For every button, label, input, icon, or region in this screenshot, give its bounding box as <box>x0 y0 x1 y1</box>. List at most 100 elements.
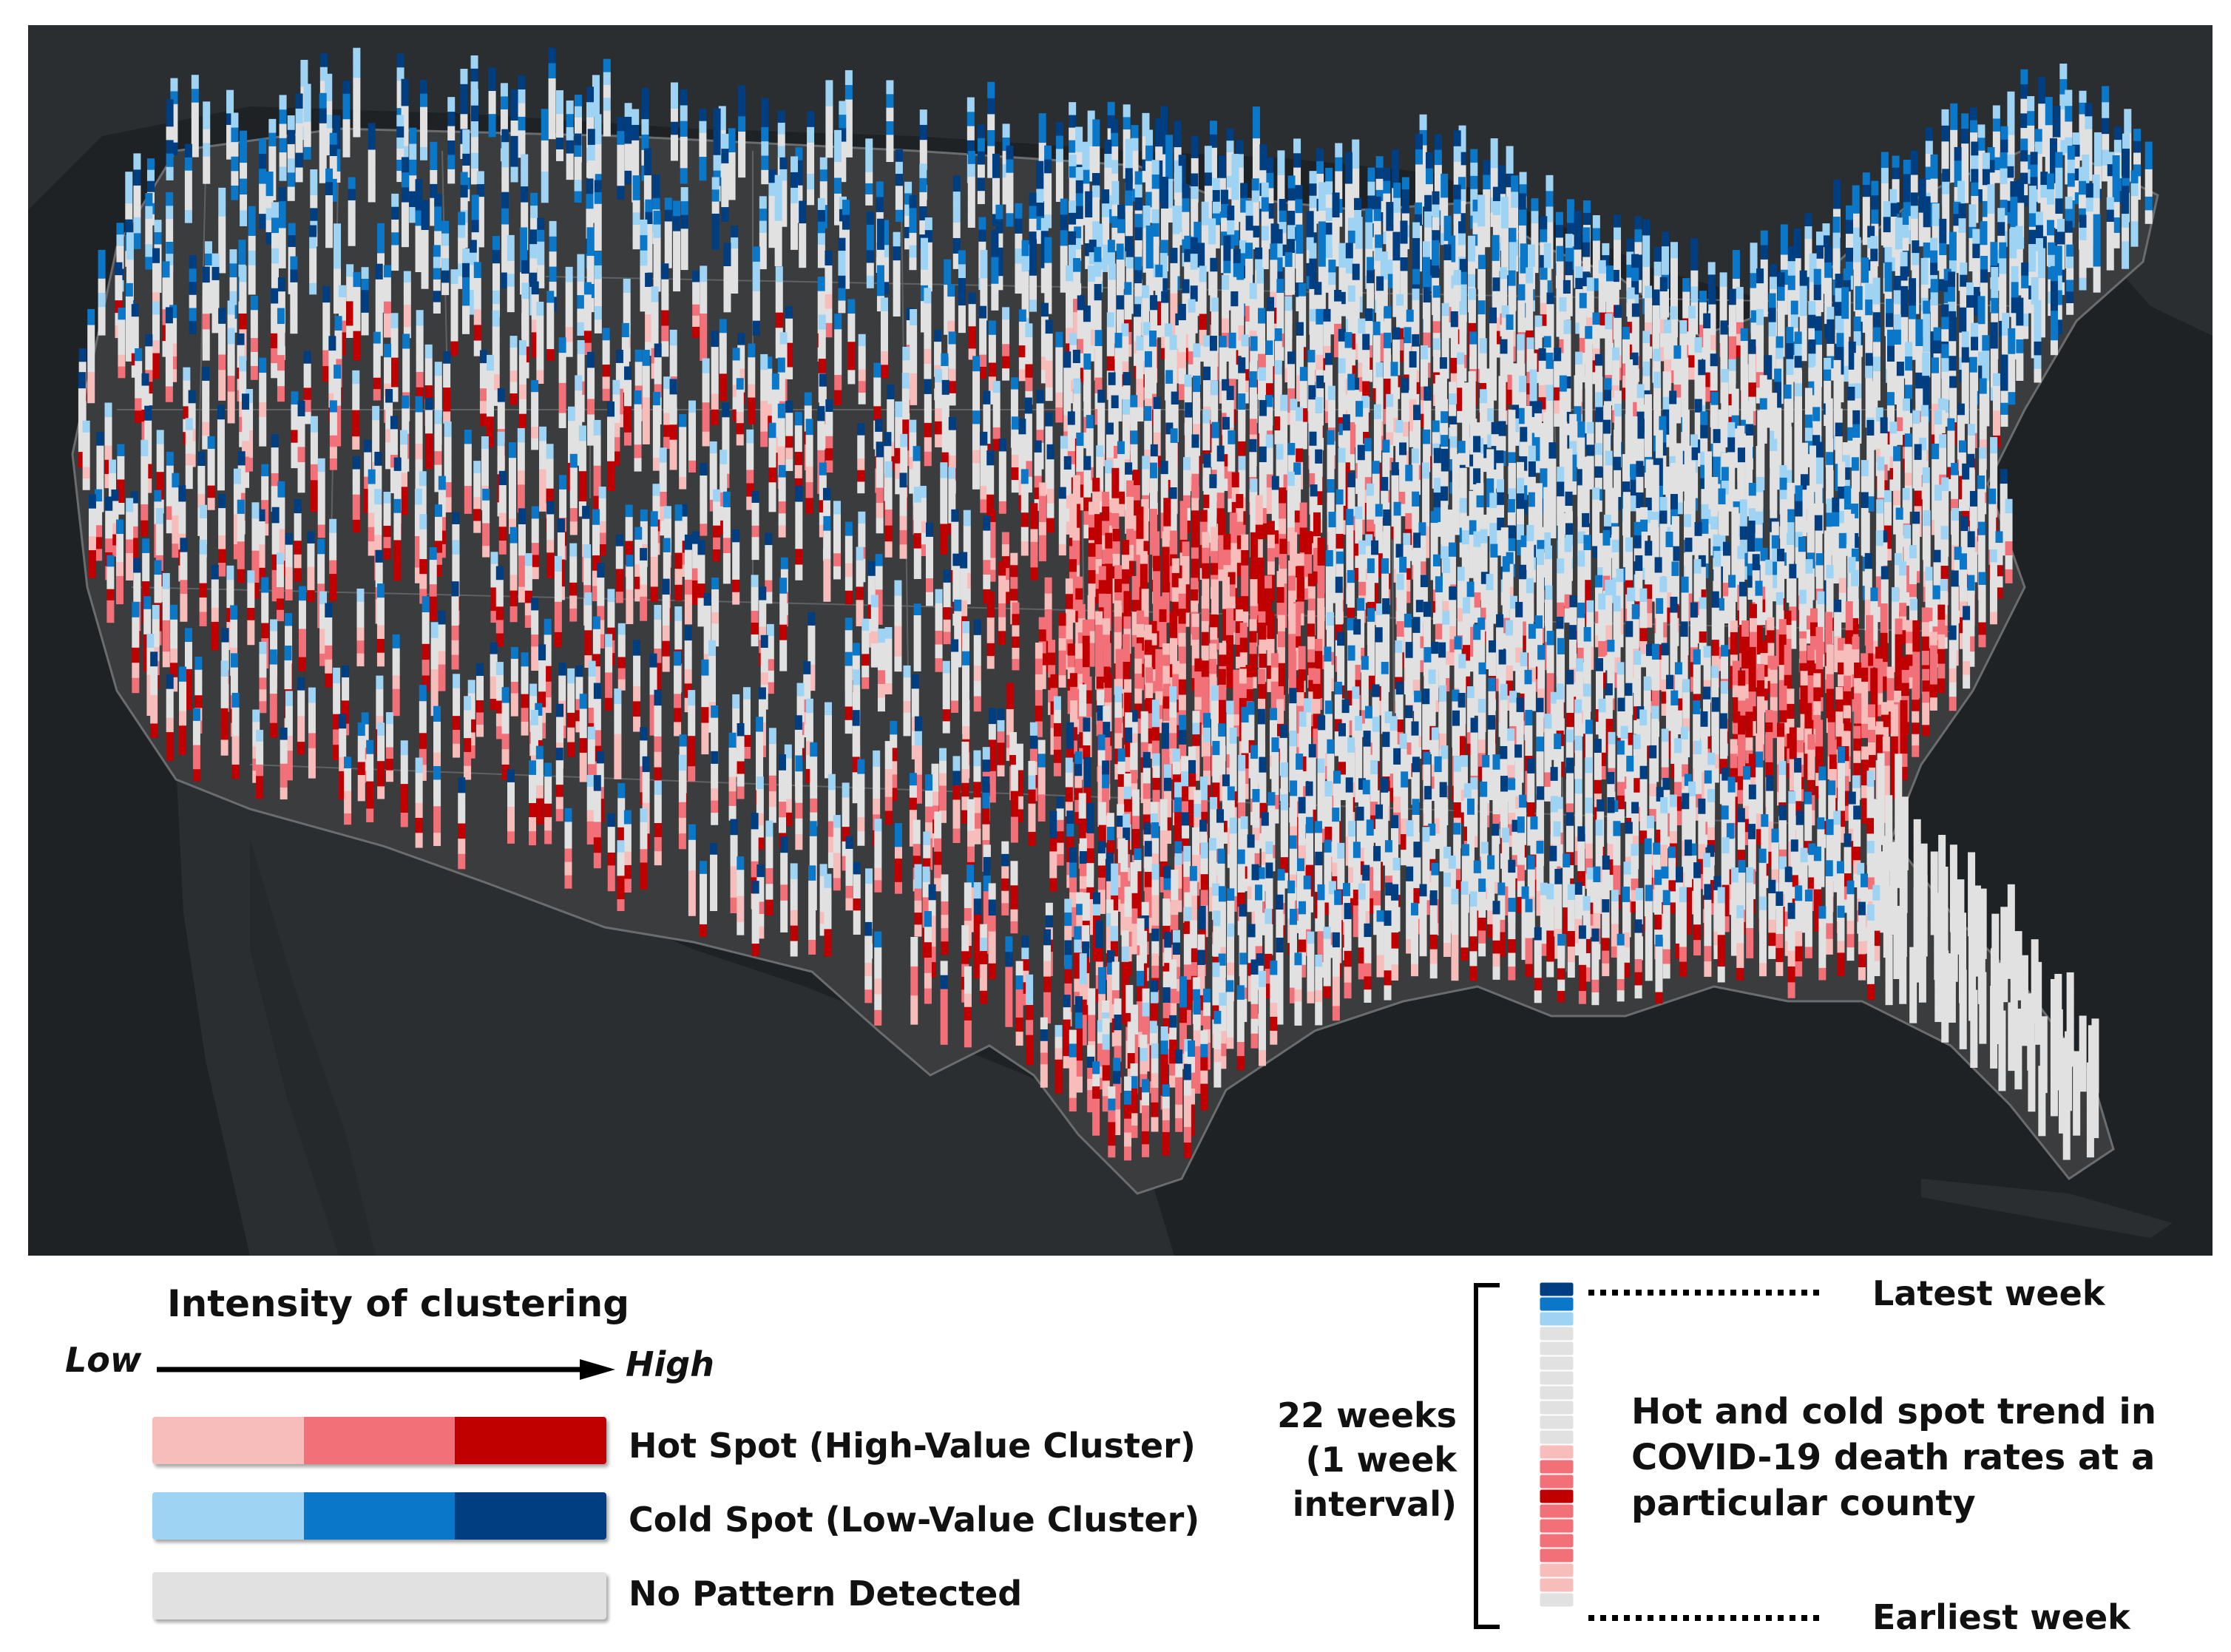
column-segment <box>632 211 640 225</box>
column-segment <box>409 143 417 160</box>
column-segment <box>2038 76 2046 91</box>
column-segment <box>390 372 399 387</box>
column-segment <box>450 297 458 313</box>
column-segment <box>537 241 545 254</box>
column-segment <box>462 129 470 142</box>
column-segment <box>1236 264 1245 280</box>
column-segment <box>2034 166 2042 179</box>
column-segment <box>1855 309 1863 322</box>
column-segment <box>577 353 585 368</box>
column-segment <box>586 227 595 242</box>
column-segment <box>391 257 399 271</box>
column-segment <box>2065 196 2073 209</box>
column-segment <box>737 345 745 357</box>
column-segment <box>1159 265 1168 279</box>
column-segment <box>447 126 456 141</box>
map-panel[interactable] <box>28 25 2213 1256</box>
column-segment <box>2049 153 2057 169</box>
column-segment <box>653 277 661 292</box>
column-segment <box>1134 257 1142 271</box>
column-segment <box>1679 333 1687 348</box>
column-segment <box>1531 198 1539 211</box>
column-segment <box>603 97 611 111</box>
column-segment <box>531 294 539 308</box>
column-segment <box>621 351 629 365</box>
column-segment <box>1918 223 1926 235</box>
column-segment <box>265 172 274 184</box>
column-segment <box>361 267 369 280</box>
column-segment <box>1121 336 1129 349</box>
column-segment <box>1372 334 1381 349</box>
column-segment <box>1777 314 1785 329</box>
column-segment <box>518 102 526 117</box>
column-segment <box>1775 347 1784 359</box>
column-segment <box>765 380 773 393</box>
column-segment <box>1077 295 1085 311</box>
column-segment <box>309 282 317 295</box>
column-segment <box>1559 325 1567 339</box>
column-segment <box>1605 328 1613 345</box>
column-segment <box>1865 314 1873 331</box>
column-segment <box>492 326 500 343</box>
us-county-space-time-map[interactable] <box>28 25 2213 1256</box>
column-segment <box>1392 149 1400 163</box>
column-segment <box>592 75 600 89</box>
column-segment <box>368 136 376 150</box>
column-segment <box>1310 321 1318 334</box>
column-segment <box>1942 181 1950 194</box>
column-segment <box>1853 261 1861 275</box>
column-segment <box>1720 320 1728 335</box>
column-segment <box>1659 291 1668 305</box>
column-segment <box>1165 178 1174 194</box>
column-segment <box>268 159 277 174</box>
column-segment <box>2000 402 2008 415</box>
column-segment <box>1999 273 2007 290</box>
column-segment <box>203 115 211 129</box>
column-segment <box>1492 214 1500 229</box>
column-segment <box>1108 372 1116 385</box>
column-segment <box>1178 166 1186 180</box>
column-segment <box>1457 352 1465 365</box>
column-segment <box>1720 348 1728 362</box>
column-segment <box>1151 236 1159 251</box>
column-segment <box>1055 362 1063 378</box>
column-segment <box>1699 313 1707 325</box>
column-segment <box>1804 213 1812 227</box>
column-segment <box>1134 328 1142 342</box>
column-segment <box>1872 341 1880 357</box>
column-segment <box>1861 307 1869 321</box>
column-segment <box>1095 234 1103 247</box>
column-segment <box>721 192 729 208</box>
column-segment <box>1055 135 1063 149</box>
column-segment <box>587 144 595 161</box>
column-segment <box>501 141 509 155</box>
column-segment <box>1423 287 1431 303</box>
column-segment <box>2050 265 2058 282</box>
column-segment <box>1909 332 1917 347</box>
column-segment <box>118 319 126 332</box>
column-segment <box>1990 348 1998 362</box>
column-segment <box>476 234 484 248</box>
column-segment <box>2000 354 2008 368</box>
column-segment <box>1883 231 1891 248</box>
column-segment <box>1161 291 1169 303</box>
column-segment <box>881 232 890 246</box>
column-segment <box>1102 244 1110 259</box>
column-segment <box>1992 118 2000 132</box>
column-segment <box>1401 189 1409 202</box>
column-segment <box>1266 172 1274 189</box>
column-segment <box>2050 295 2058 311</box>
column-segment <box>1087 146 1095 158</box>
column-segment <box>1432 191 1440 205</box>
column-segment <box>574 156 582 169</box>
column-segment <box>1448 301 1456 315</box>
column-segment <box>434 389 442 404</box>
column-segment <box>833 177 842 194</box>
column-segment <box>1284 266 1293 282</box>
column-segment <box>295 152 303 168</box>
column-segment <box>1029 251 1037 264</box>
column-segment <box>1310 308 1318 322</box>
column-segment <box>549 281 557 297</box>
column-segment <box>2009 257 2017 274</box>
column-segment <box>1987 146 1995 160</box>
